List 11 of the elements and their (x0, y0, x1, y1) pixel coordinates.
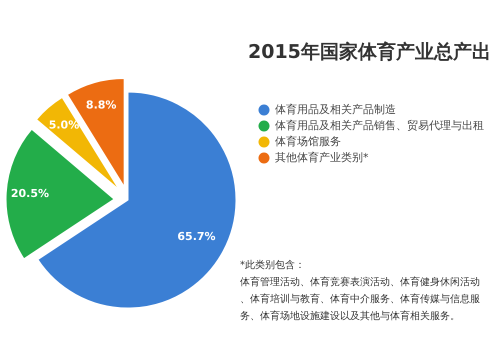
text: 体育管理活动、体育竞赛表演活动、体育健身休闲活动、体育培训与教育、体育中介服务、体育传媒与信息服务、体育场地设施建设以及其他与体育相关服务。 (240, 276, 480, 322)
text: *此类别包含： (240, 259, 305, 271)
legend-label: 其他体育产业类别* (275, 151, 369, 164)
legend-label: 体育场馆服务 (275, 135, 341, 148)
legend-label: 体育用品及相关产品制造 (275, 103, 396, 116)
data-label: 65.7% (177, 230, 216, 243)
legend-label: 体育用品及相关产品销售、贸易代理与出租 (275, 119, 484, 132)
data-label: 20.5% (10, 187, 50, 200)
chart-title: 2015年国家体育产业总产出 (248, 41, 491, 63)
data-label: 8.8% (86, 98, 116, 112)
data-label: 5.0% (48, 118, 80, 132)
